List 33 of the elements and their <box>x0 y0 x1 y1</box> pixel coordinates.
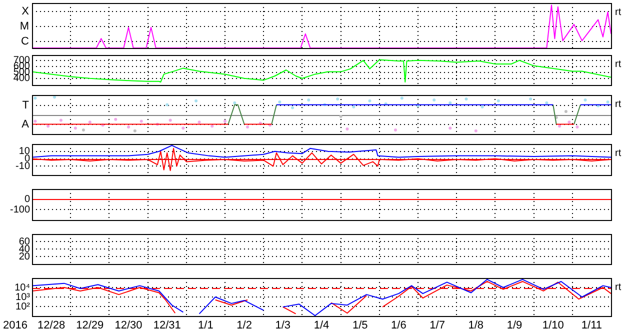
text: rt <box>615 6 622 18</box>
x-tick-label: 1/7 <box>430 320 445 332</box>
text: T <box>22 100 30 112</box>
x-tick-label: 1/3 <box>275 320 291 332</box>
text: rt <box>615 282 622 293</box>
x-tick-label: 1/1 <box>198 320 214 332</box>
y-tick-label: 20 <box>18 251 30 262</box>
x-tick-label: 12/31 <box>153 320 181 332</box>
y-tick-label: 10² <box>16 301 31 312</box>
y-tick-label: -100 <box>10 204 30 216</box>
text: rt <box>615 148 622 159</box>
text: rt <box>615 58 622 70</box>
x-tick-label: 1/5 <box>352 320 368 332</box>
x-tick-label: 1/4 <box>314 320 330 332</box>
x-tick-label: 1/8 <box>468 320 484 332</box>
x-tick-label: 12/28 <box>38 320 66 332</box>
x-tick-label: 12/29 <box>76 320 104 332</box>
text: X <box>22 6 30 18</box>
text: C <box>21 36 30 48</box>
x-tick-label: 1/10 <box>542 320 564 332</box>
x-tick-label: 1/11 <box>581 320 602 332</box>
x-tick-label: 1/2 <box>236 320 252 332</box>
x-tick-label: 1/9 <box>506 320 522 332</box>
y-tick-label: 0 <box>24 194 30 206</box>
x-tick-label: 1/6 <box>391 320 406 332</box>
x-axis-title: 2016 <box>3 320 28 332</box>
text: M <box>20 20 29 33</box>
text: rt <box>615 98 622 110</box>
text: A <box>22 118 30 131</box>
y-tick-label: 10³ <box>16 292 31 303</box>
x-tick-label: 12/30 <box>114 320 142 332</box>
y-tick-label: 10⁴ <box>14 282 30 294</box>
y-tick-label: 400 <box>13 73 30 84</box>
